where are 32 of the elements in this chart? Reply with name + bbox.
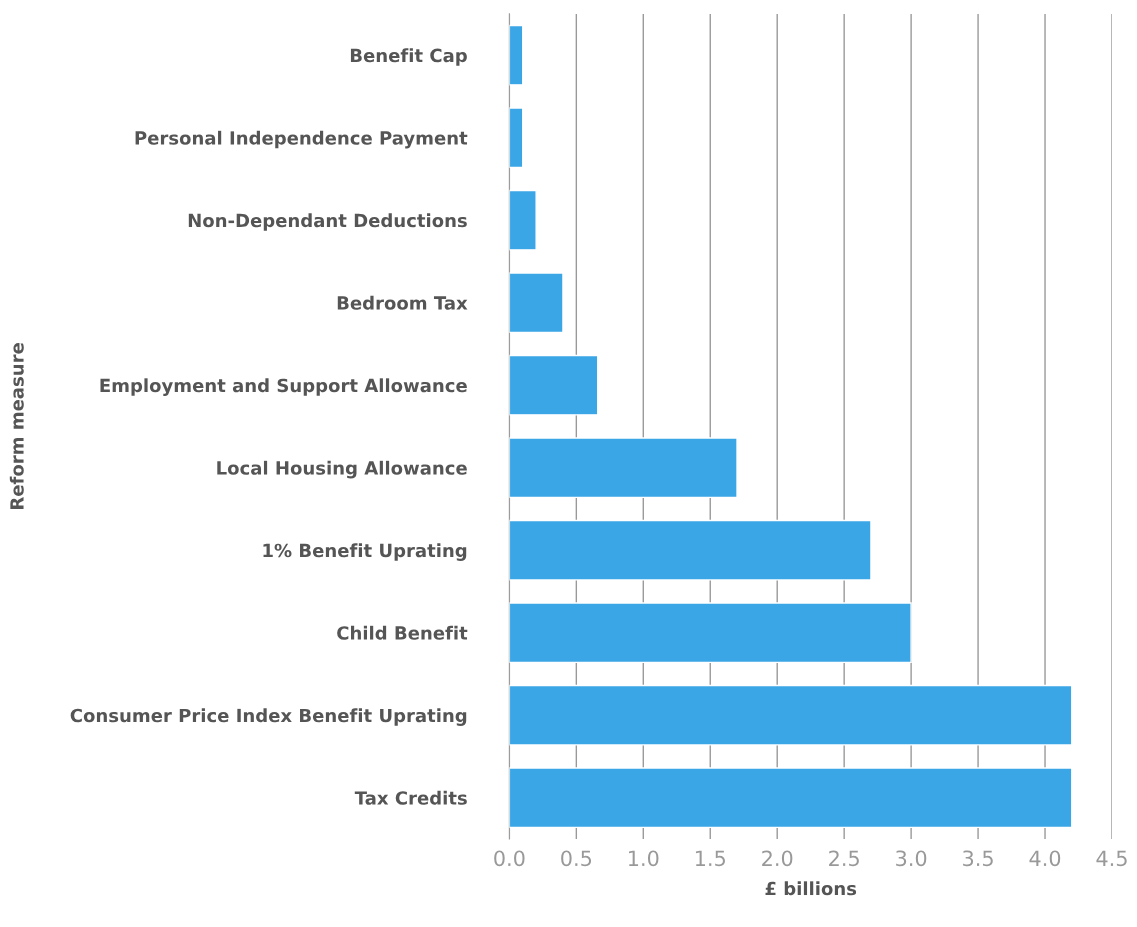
bar [509, 107, 524, 169]
x-tick-label: 2.5 [829, 850, 859, 867]
bar [509, 189, 537, 251]
bar [509, 767, 1073, 829]
x-tick-label: 2.0 [762, 850, 793, 867]
y-tick-label: 1% Benefit Uprating [263, 543, 467, 561]
bar [509, 684, 1073, 746]
x-tick-label: 3.0 [896, 850, 927, 867]
y-tick-label: Benefit Cap [350, 48, 467, 66]
y-tick-label: Non-Dependant Deductions [188, 213, 467, 231]
x-tick-label: 1.5 [695, 850, 725, 867]
x-tick-label: 4.5 [1096, 850, 1127, 867]
y-tick-label: Employment and Support Allowance [100, 378, 467, 396]
bar [509, 354, 599, 416]
y-tick-label: Local Housing Allowance [217, 460, 467, 479]
y-tick-label: Personal Independence Payment [135, 130, 468, 149]
y-tick-label: Consumer Price Index Benefit Uprating [70, 708, 467, 726]
x-tick-label: 3.5 [963, 850, 993, 867]
y-tick-label: Bedroom Tax [337, 295, 468, 310]
x-tick-label: 1.0 [629, 850, 659, 867]
y-tick-label: Child Benefit [337, 625, 468, 640]
x-tick-label: 0.0 [494, 850, 525, 867]
x-tick-label: 0.5 [561, 850, 592, 867]
bar [509, 519, 872, 581]
x-axis-title: £ billions [765, 881, 857, 896]
y-tick-label: Tax Credits [354, 790, 467, 805]
bar [509, 437, 738, 499]
x-tick-label: 4.0 [1029, 850, 1061, 867]
bar [509, 272, 564, 334]
bar [509, 24, 524, 86]
bar [509, 602, 912, 664]
y-axis-title: Reform measure [9, 343, 24, 509]
